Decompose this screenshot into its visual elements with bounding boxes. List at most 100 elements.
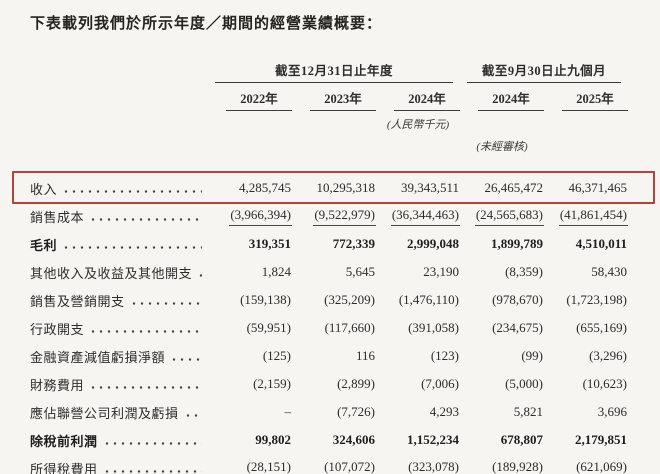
value: (28,151) [246,459,292,474]
table-body: 收入 4,285,745 10,295,318 39,343,511 26,46… [12,171,655,474]
row-label-cell: 財務費用 [30,375,208,394]
value-cell: (621,069) [544,459,628,474]
table-row-admin-expenses: 行政開支 (59,951) (117,660) (391,058) (234,6… [30,314,628,342]
dot-leader [62,188,202,194]
value-cell: (41,861,454) [544,207,628,226]
note-spacer [460,116,544,132]
row-label-cell: 銷售成本 [30,207,208,226]
value-cell: (125) [208,348,292,364]
table-row-cost-of-sales: 銷售成本 (3,966,394) (9,522,979) (36,344,463… [30,202,628,230]
unaudited-note: (未經審核) [476,141,528,153]
value: 58,430 [591,264,627,279]
currency-unit-row: (人民幣千元) [30,116,628,132]
dot-leader [183,412,202,418]
note-spacer [30,138,208,154]
value: 324,606 [332,432,375,447]
value-cell: (234,675) [460,320,544,336]
value: (9,522,979) [313,207,376,226]
row-label: 金融資產減值虧損淨額 [30,349,166,365]
dot-leader [89,216,202,222]
dot-leader [102,440,202,446]
table-row-finance-costs: 財務費用 (2,159) (2,899) (7,006) (5,000) (10… [30,370,628,398]
row-label-cell: 收入 [30,179,208,198]
table-row-selling-expenses: 銷售及營銷開支 (159,138) (325,209) (1,476,110) … [30,286,628,314]
value: (978,670) [492,292,543,307]
row-label-cell: 金融資產減值虧損淨額 [30,347,208,366]
value: (2,159) [253,376,291,391]
value-cell: (1,723,198) [544,292,628,308]
value: 23,190 [423,264,459,279]
row-label-cell: 除稅前利潤 [30,431,208,450]
value: 3,696 [597,404,627,419]
value-cell: (117,660) [292,320,376,336]
value: (159,138) [240,292,291,307]
value: 4,293 [429,404,459,419]
value: 2,179,851 [575,432,627,447]
group-header-spacer [30,60,208,83]
row-label: 毛利 [30,237,58,253]
table-row-impairment-losses: 金融資產減值虧損淨額 (125) 116 (123) (99) (3,296) [30,342,628,370]
note-spacer [544,116,628,132]
dot-leader [89,328,202,334]
value: – [284,404,292,419]
row-label-cell: 其他收入及收益及其他開支 [30,263,208,282]
value: (7,006) [421,376,459,391]
value-cell: (28,151) [208,459,292,474]
value: 116 [355,348,375,363]
value-cell: (107,072) [292,459,376,474]
dot-leader [170,356,202,362]
value-cell: 26,465,472 [460,180,544,196]
value-cell: (2,159) [208,376,292,392]
value: (59,951) [246,320,291,335]
value: 2,999,048 [407,236,459,251]
value-cell: 324,606 [292,432,376,448]
value: 39,343,511 [400,180,459,195]
value-cell: (10,623) [544,376,628,392]
value-cell: (189,928) [460,459,544,474]
value-cell: 58,430 [544,264,628,280]
value-cell: – [208,404,292,420]
value: (391,058) [408,320,459,335]
value: (2,899) [337,376,375,391]
value: 5,821 [513,404,543,419]
value-cell: (7,726) [292,404,376,420]
value-cell: (1,476,110) [376,292,460,308]
value: 772,339 [332,236,375,251]
note-spacer [292,116,376,132]
value-cell: 46,371,465 [544,180,628,196]
dot-leader [62,244,202,250]
row-label: 銷售及營銷開支 [30,293,125,309]
dot-leader [197,272,202,278]
value-cell: (3,296) [544,348,628,364]
table-row-income-tax: 所得稅費用 (28,151) (107,072) (323,078) (189,… [30,454,628,474]
value: (3,966,394) [229,207,292,226]
value: (3,296) [589,348,627,363]
table-year-header-row: 2022年 2023年 2024年 2024年 2025年 [30,88,628,111]
value: 1,152,234 [407,432,459,447]
value-cell: 5,645 [292,264,376,280]
note-spacer [544,138,628,154]
row-label: 銷售成本 [30,209,85,225]
row-label: 其他收入及收益及其他開支 [30,265,193,281]
dot-leader [129,300,202,306]
value: 46,371,465 [568,180,628,195]
value-cell: 99,802 [208,432,292,448]
note-spacer [30,116,208,132]
value: (621,069) [575,459,628,474]
value: (8,359) [505,264,543,279]
row-label: 財務費用 [30,377,85,393]
value-cell: 4,510,011 [544,236,628,252]
group-header-nine-month: 截至9月30日止九個月 [467,60,621,83]
row-label: 應佔聯營公司利潤及虧損 [30,405,179,421]
value-cell: 678,807 [460,432,544,448]
table-row-profit-before-tax: 除稅前利潤 99,802 324,606 1,152,234 678,807 2… [30,426,628,454]
row-label-cell: 銷售及營銷開支 [30,291,208,310]
value: (189,928) [491,459,544,474]
value-cell: 1,824 [208,264,292,280]
value-cell: (8,359) [460,264,544,280]
table-row-revenue: 收入 4,285,745 10,295,318 39,343,511 26,46… [12,171,655,204]
value-cell: (159,138) [208,292,292,308]
value-cell: 3,696 [544,404,628,420]
value-cell: (5,000) [460,376,544,392]
table-row-share-of-associates: 應佔聯營公司利潤及虧損 – (7,726) 4,293 5,821 3,696 [30,398,628,426]
